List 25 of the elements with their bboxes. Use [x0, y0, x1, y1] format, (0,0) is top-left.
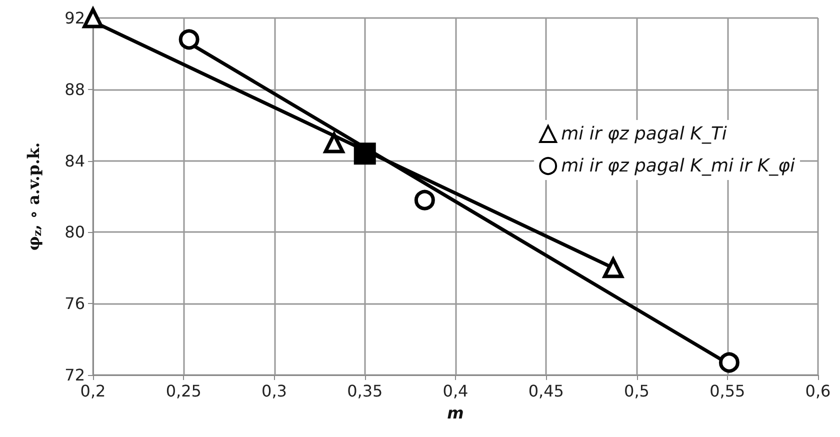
- y-tick-label: 92: [64, 8, 85, 28]
- legend-label: mi ir φz pagal K_Ti: [561, 124, 727, 144]
- y-tick-label: 72: [64, 366, 85, 384]
- x-tick-label: 0,35: [347, 382, 383, 400]
- x-tick-label: 0,6: [805, 382, 831, 400]
- x-tick-label: 0,55: [710, 382, 746, 400]
- x-tick-label: 0,2: [80, 382, 106, 400]
- legend-label: mi ir φz pagal K_mi ir K_φi: [561, 156, 795, 176]
- x-tick-label: 0,45: [528, 382, 564, 400]
- x-tick-label: 0,3: [262, 382, 287, 400]
- y-axis-title: φz, ∘ a.v.p.k.: [24, 142, 44, 251]
- x-tick-label: 0,4: [442, 382, 468, 400]
- y-tick-label: 80: [64, 222, 85, 242]
- point: [82, 8, 104, 28]
- x-tick-label: 0,5: [624, 382, 650, 400]
- point: [718, 352, 740, 373]
- point: [178, 29, 200, 50]
- y-tick-label: 88: [64, 80, 85, 99]
- y-tick-label: 76: [64, 294, 85, 314]
- point: [324, 132, 344, 154]
- point: [414, 190, 435, 210]
- point: [354, 142, 376, 165]
- y-tick-label: 84: [64, 151, 85, 170]
- x-axis-title: m: [447, 404, 464, 422]
- x-tick-label: 0,25: [166, 382, 202, 400]
